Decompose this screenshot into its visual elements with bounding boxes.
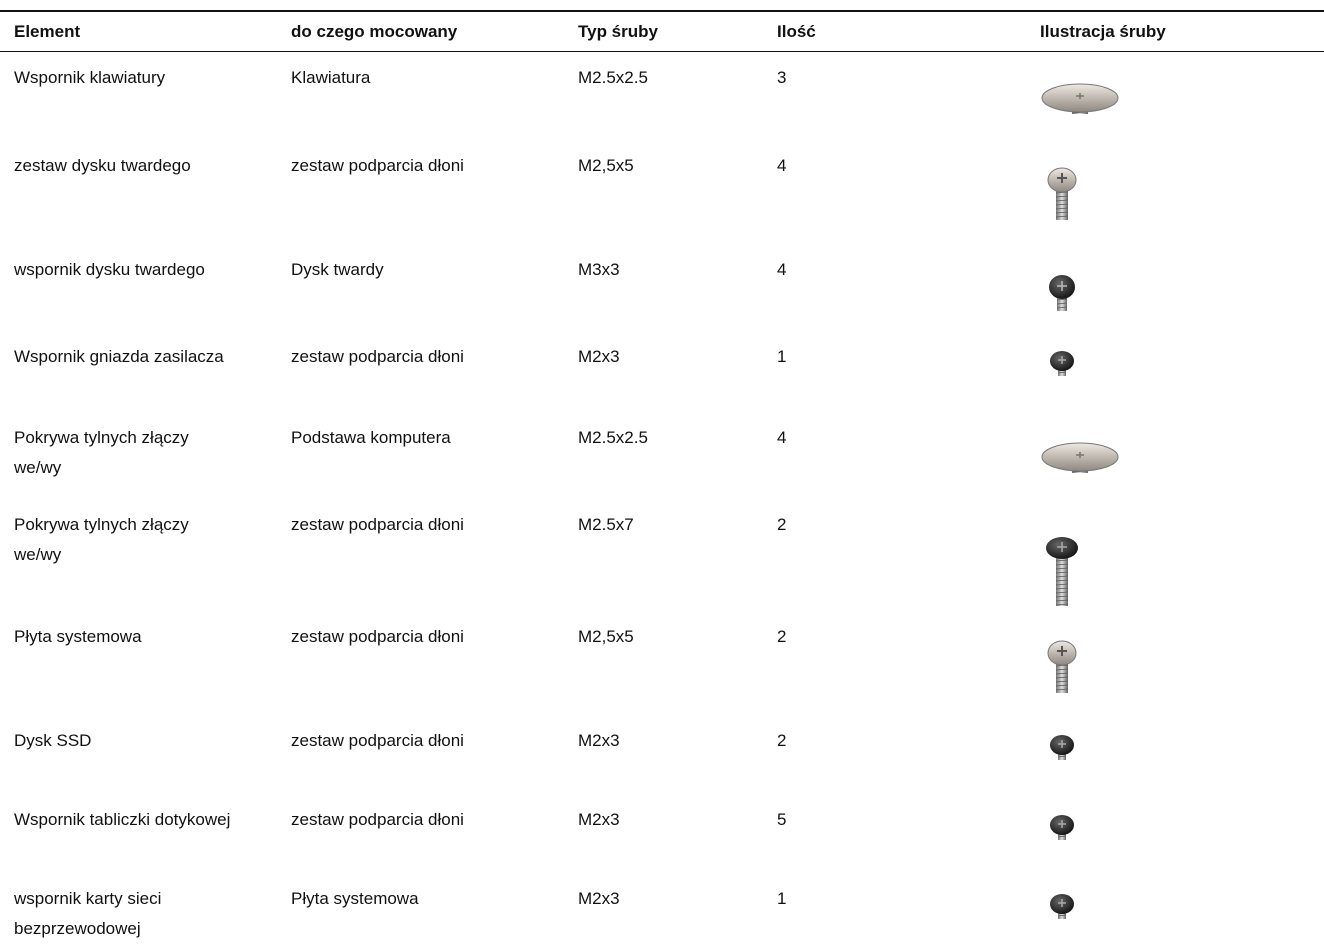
table-cell: 4 [777,260,787,279]
table-cell: M3x3 [578,260,620,279]
table-cell: wspornik dysku twardego [14,260,205,279]
table-cell: Klawiatura [291,68,371,87]
table-cell: Podstawa komputera [291,428,451,447]
table-cell: zestaw podparcia dłoni [291,627,464,646]
table-cell: M2,5x5 [578,627,634,646]
header-cell: Element [14,22,81,41]
screw-illustration [1050,894,1074,919]
header-cell: do czego mocowany [291,22,458,41]
screw-illustration [1049,275,1075,311]
table-cell: Pokrywa tylnych złączy we/wy [14,428,189,477]
table-cell: 4 [777,428,787,447]
top-rule [0,10,1324,12]
header-cell: Typ śruby [578,22,658,41]
table-cell: 5 [777,810,787,829]
table-cell: M2x3 [578,731,620,750]
table-cell: 2 [777,515,787,534]
table-cell: 1 [777,347,787,366]
screw-illustration [1046,537,1078,606]
table-cell: M2x3 [578,347,620,366]
header-cell: Ilustracja śruby [1040,22,1166,41]
table-cell: 3 [777,68,787,87]
table-cell: 4 [777,156,787,175]
screw-illustration [1041,83,1119,114]
table-cell: wspornik karty sieci bezprzewodowej [14,889,162,938]
screw-illustration [1041,442,1119,473]
table-cell: M2x3 [578,810,620,829]
table-cell: Wspornik tabliczki dotykowej [14,810,231,829]
table-cell: M2.5x2.5 [578,428,648,447]
table-cell: M2.5x2.5 [578,68,648,87]
table-cell: Płyta systemowa [291,889,419,908]
table-cell: zestaw podparcia dłoni [291,156,464,175]
header-rule [0,51,1324,52]
table-cell: Wspornik gniazda zasilacza [14,347,224,366]
header-cell: Ilość [777,22,816,41]
table-cell: 2 [777,731,787,750]
screw-illustration [1050,815,1074,840]
table-cell: zestaw podparcia dłoni [291,347,464,366]
table-cell: zestaw podparcia dłoni [291,515,464,534]
table-cell: M2.5x7 [578,515,634,534]
table-cell: M2x3 [578,889,620,908]
table-cell: 2 [777,627,787,646]
table-cell: zestaw podparcia dłoni [291,731,464,750]
table-cell: zestaw dysku twardego [14,156,191,175]
table-cell: Wspornik klawiatury [14,68,166,87]
table-cell: 1 [777,889,787,908]
screw-illustration [1050,351,1074,376]
table-cell: Płyta systemowa [14,627,142,646]
table-cell: Pokrywa tylnych złączy we/wy [14,515,189,564]
table-cell: zestaw podparcia dłoni [291,810,464,829]
table-cell: Dysk SSD [14,731,92,750]
table-cell: M2,5x5 [578,156,634,175]
screw-illustration [1047,640,1077,693]
table-cell: Dysk twardy [291,260,384,279]
screw-illustration [1047,167,1077,220]
screw-illustration [1050,735,1074,760]
